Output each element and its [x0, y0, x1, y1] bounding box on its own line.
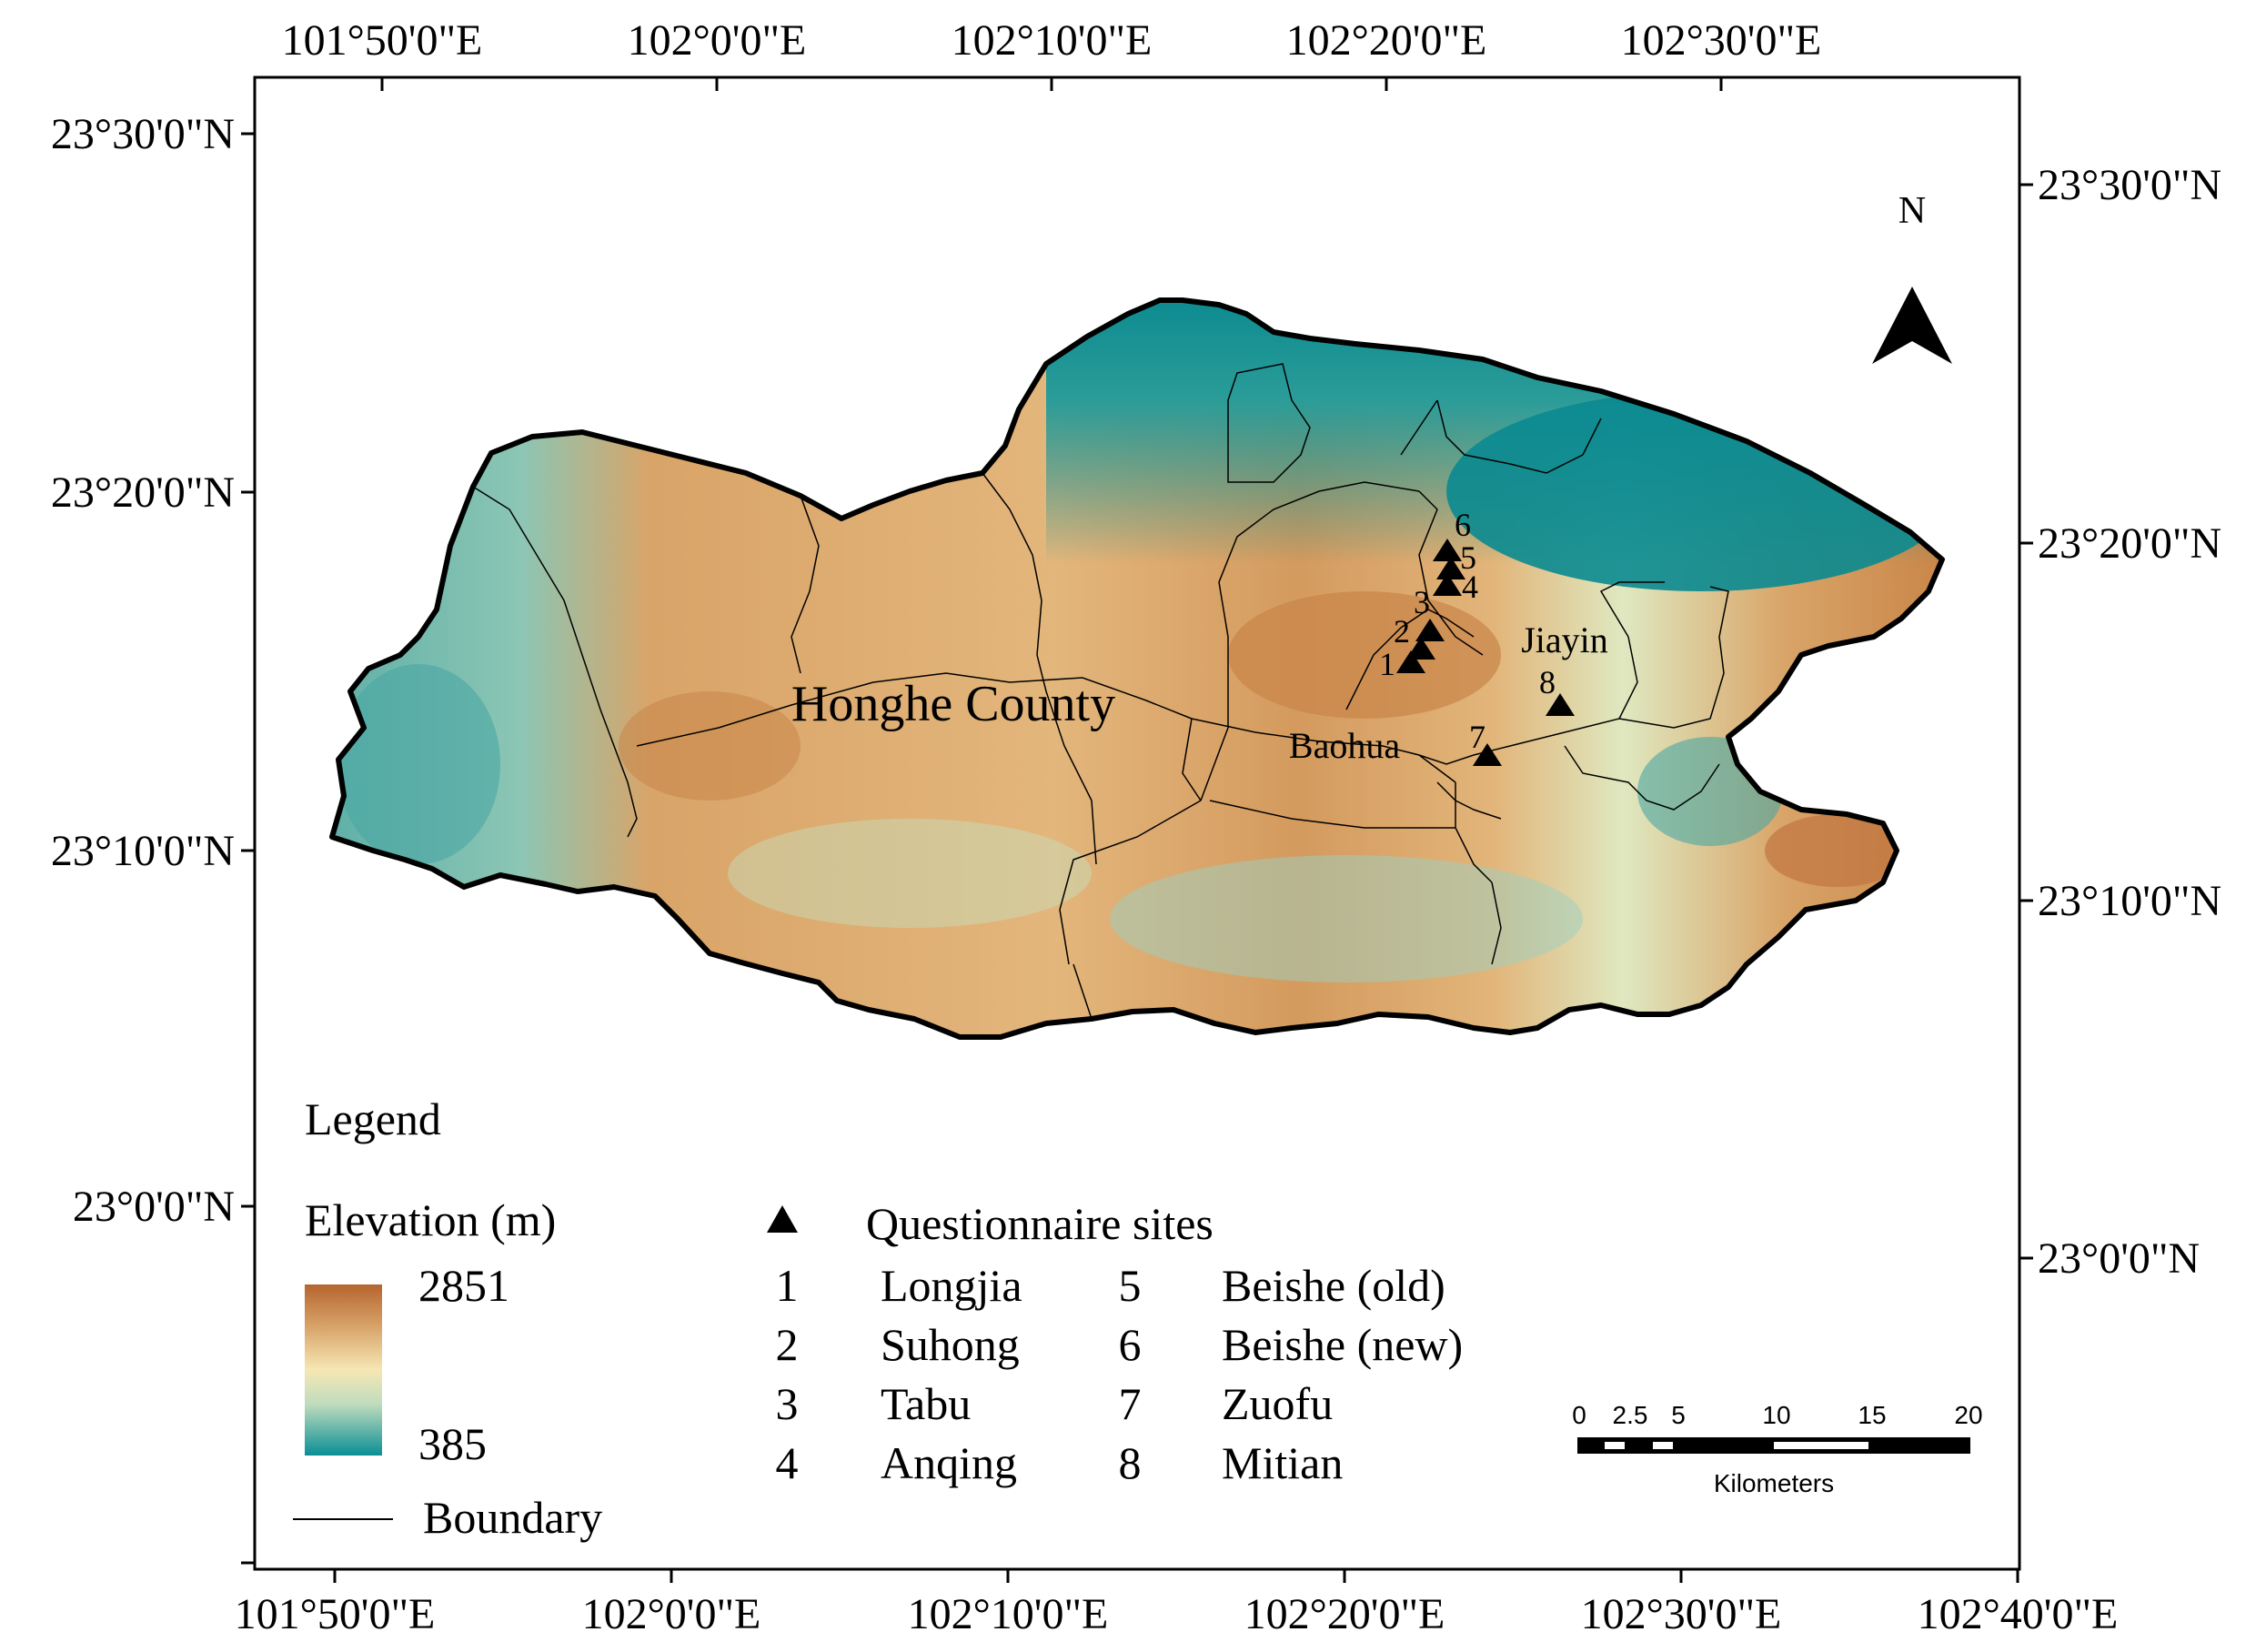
- site-marker-number: 4: [1462, 569, 1478, 605]
- site-marker-number: 8: [1539, 664, 1556, 700]
- top-lon-label: 101°50'0"E: [282, 16, 483, 65]
- bottom-axis: [333, 1569, 2019, 1583]
- north-arrow-label: N: [1898, 190, 1926, 232]
- elevation-title: Elevation (m): [305, 1194, 556, 1245]
- boundary-label: Boundary: [423, 1492, 602, 1543]
- site-marker-number: 1: [1379, 646, 1395, 682]
- questionnaire-sites-label: Questionnaire sites: [866, 1198, 1214, 1249]
- elevation-min-label: 385: [418, 1418, 487, 1469]
- map-frame: [253, 76, 2021, 1571]
- left-lat-label: 23°10'0"N: [51, 827, 235, 875]
- right-lat-label: 23°30'0"N: [2038, 161, 2221, 209]
- legend-site-number: 3: [776, 1378, 799, 1429]
- site-marker: 6: [1433, 507, 1471, 561]
- bottom-lon-label: 102°30'0"E: [1581, 1590, 1782, 1638]
- legend-site-name: Beishe (old): [1222, 1260, 1445, 1311]
- top-lon-label: 102°10'0"E: [952, 16, 1153, 65]
- bottom-lon-label: 101°50'0"E: [235, 1590, 436, 1638]
- legend-site-name: Tabu: [881, 1378, 971, 1429]
- legend-site-number: 5: [1119, 1260, 1142, 1311]
- legend-site-number: 8: [1119, 1437, 1142, 1488]
- top-lon-label: 102°0'0"E: [628, 16, 807, 65]
- left-axis: [241, 132, 255, 1565]
- site-marker-number: 3: [1414, 584, 1430, 620]
- legend-site-number: 6: [1119, 1319, 1142, 1370]
- scale-tick-label: 0: [1572, 1401, 1586, 1429]
- site-marker: 3: [1414, 584, 1445, 641]
- right-lat-label: 23°0'0"N: [2038, 1234, 2200, 1283]
- right-axis-labels: 23°30'0"N 23°20'0"N 23°10'0"N 23°0'0"N: [2038, 161, 2221, 1283]
- north-arrow-icon: N: [1872, 190, 1952, 364]
- legend-site-name: Suhong: [881, 1319, 1020, 1370]
- county-label: Honghe County: [791, 676, 1115, 732]
- scale-bar: 0 2.5 5 10 15 20 Kilometers: [1572, 1401, 1982, 1497]
- site-marker: 7: [1469, 719, 1502, 766]
- triangle-icon: [767, 1205, 798, 1233]
- scale-unit-label: Kilometers: [1714, 1469, 1834, 1497]
- legend: Legend Elevation (m) 2851 385 Boundary Q…: [293, 1093, 1463, 1543]
- bottom-lon-label: 102°20'0"E: [1244, 1590, 1445, 1638]
- top-axis-labels: 101°50'0"E 102°0'0"E 102°10'0"E 102°20'0…: [282, 16, 1822, 65]
- right-lat-label: 23°10'0"N: [2038, 877, 2221, 925]
- county-terrain: [332, 300, 1942, 1037]
- site-marker-number: 5: [1460, 539, 1476, 576]
- legend-site-name: Anqing: [881, 1437, 1017, 1488]
- scale-tick-label: 10: [1762, 1401, 1790, 1429]
- site-marker: 4: [1433, 569, 1478, 605]
- site-marker-number: 2: [1394, 613, 1410, 650]
- legend-site-number: 7: [1119, 1378, 1142, 1429]
- legend-site-name: Zuofu: [1222, 1378, 1333, 1429]
- elevation-max-label: 2851: [418, 1260, 509, 1311]
- left-lat-label: 23°20'0"N: [51, 468, 235, 517]
- legend-site-name: Longjia: [881, 1260, 1022, 1311]
- scale-tick-label: 15: [1858, 1401, 1886, 1429]
- site-marker: 1: [1379, 646, 1425, 682]
- township-label: Baohua: [1289, 725, 1400, 766]
- right-lat-label: 23°20'0"N: [2038, 519, 2221, 568]
- bottom-lon-label: 102°10'0"E: [908, 1590, 1109, 1638]
- township-boundaries: [472, 363, 1729, 1020]
- left-lat-label: 23°30'0"N: [51, 110, 235, 158]
- legend-site-number: 4: [776, 1437, 799, 1488]
- legend-site-name: Mitian: [1222, 1437, 1343, 1488]
- top-lon-label: 102°20'0"E: [1286, 16, 1487, 65]
- legend-site-number: 2: [776, 1319, 799, 1370]
- scale-tick-label: 20: [1954, 1401, 1982, 1429]
- site-marker: 5: [1436, 539, 1476, 579]
- right-axis: [2019, 183, 2033, 1260]
- township-label: Jiayin: [1521, 620, 1608, 660]
- elevation-color-ramp: [305, 1284, 382, 1456]
- left-axis-labels: 23°30'0"N 23°20'0"N 23°10'0"N 23°0'0"N: [51, 110, 235, 1231]
- legend-title: Legend: [305, 1093, 441, 1144]
- legend-site-name: Beishe (new): [1222, 1319, 1463, 1370]
- bottom-lon-label: 102°40'0"E: [1918, 1590, 2119, 1638]
- site-marker: 8: [1539, 664, 1575, 716]
- site-marker-number: 6: [1455, 507, 1471, 543]
- scale-tick-label: 2.5: [1613, 1401, 1648, 1429]
- top-lon-label: 102°30'0"E: [1621, 16, 1822, 65]
- bottom-axis-labels: 101°50'0"E 102°0'0"E 102°10'0"E 102°20'0…: [235, 1590, 2119, 1638]
- legend-site-number: 1: [776, 1260, 799, 1311]
- left-lat-label: 23°0'0"N: [73, 1183, 235, 1231]
- scale-tick-label: 5: [1671, 1401, 1686, 1429]
- site-marker: 2: [1394, 613, 1435, 660]
- bottom-lon-label: 102°0'0"E: [582, 1590, 761, 1638]
- site-marker-number: 7: [1469, 719, 1485, 755]
- top-axis: [380, 77, 1723, 91]
- site-markers: 1 2 3 4 5 6 7 8: [1379, 507, 1575, 766]
